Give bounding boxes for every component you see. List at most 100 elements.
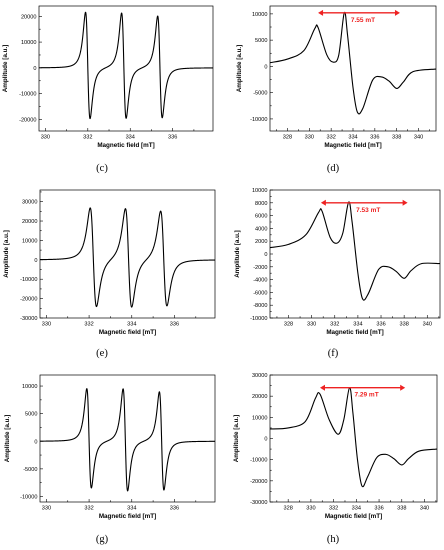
x-tick-label: 336 [170, 506, 179, 512]
y-tick-label: -8000 [253, 303, 267, 309]
y-axis-title: Amplitude [a.u.] [234, 230, 241, 278]
x-tick-label: 332 [326, 135, 335, 141]
y-axis-title: Amplitude [a.u.] [3, 230, 10, 278]
x-tick-label: 330 [307, 322, 316, 328]
linewidth-label: 7.53 mT [356, 207, 380, 214]
width-arrow-head-left [319, 384, 325, 391]
y-tick-label: 6000 [255, 214, 267, 220]
y-tick-label: -20000 [19, 117, 36, 123]
chart-panel-e: 330 332 334 336 -30000 -20000 -10000 0 10000 2000… [3, 189, 216, 359]
x-tick-label: 328 [284, 506, 293, 512]
y-tick-label: 4000 [255, 226, 267, 232]
width-arrow-head-right [402, 199, 408, 206]
chart-panel-f: 328 330 332 334 336 338 340 -10000 -8000 -6000 -40… [234, 188, 441, 359]
x-tick-label: 330 [42, 322, 51, 328]
x-tick-label: 330 [42, 506, 51, 512]
x-tick-label: 340 [414, 135, 423, 141]
y-tick-label: 0 [264, 64, 267, 70]
y-tick-label: -5000 [253, 91, 267, 97]
y-axis-title: Amplitude [a.u.] [236, 45, 243, 93]
chart-panel-d: 328 330 332 334 336 338 340 -10000 -5000 0 5000 100… [236, 5, 437, 174]
y-tick-label: 0 [264, 252, 267, 258]
x-tick-label: 332 [84, 322, 93, 328]
chart-panel-h: 328 330 332 334 336 338 340 -30000 -20000 -10000 0… [233, 373, 438, 545]
x-tick-label: 336 [168, 135, 177, 141]
y-axis-title: Amplitude [a.u.] [233, 415, 240, 463]
y-tick-label: 30000 [252, 373, 268, 379]
y-tick-label: -10000 [250, 117, 267, 123]
x-tick-label: 332 [84, 506, 93, 512]
y-tick-label: 2000 [255, 239, 267, 245]
y-tick-label: 20000 [21, 14, 37, 20]
x-tick-label: 334 [127, 322, 136, 328]
series-line [270, 387, 437, 488]
x-tick-label: 332 [329, 506, 338, 512]
y-tick-label: -6000 [253, 290, 267, 296]
x-tick-label: 330 [306, 506, 315, 512]
y-tick-label: 5000 [255, 38, 267, 44]
width-arrow-head-right [394, 9, 400, 16]
plot-frame [39, 374, 216, 503]
y-tick-label: 5000 [25, 412, 37, 418]
y-tick-label: -10000 [20, 494, 37, 500]
x-tick-label: 328 [284, 322, 293, 328]
y-tick-label: 10000 [252, 12, 268, 18]
y-tick-label: -20000 [250, 479, 267, 485]
x-tick-label: 336 [376, 322, 385, 328]
y-tick-label: 10000 [21, 40, 37, 46]
x-axis-title: Magnetic field [mT] [324, 142, 381, 149]
linewidth-label: 7.55 mT [351, 17, 375, 24]
x-tick-label: 332 [83, 135, 92, 141]
series-line [270, 201, 440, 301]
y-tick-label: -10000 [20, 277, 37, 283]
x-tick-label: 334 [348, 135, 357, 141]
y-tick-label: 10000 [22, 384, 38, 390]
y-tick-label: 20000 [22, 219, 38, 225]
y-tick-label: -5000 [23, 467, 37, 473]
linewidth-label: 7.29 mT [354, 392, 378, 399]
y-tick-label: -2000 [253, 265, 267, 271]
x-tick-label: 340 [420, 506, 429, 512]
y-tick-label: 10000 [22, 238, 38, 244]
panel-caption: (e) [96, 348, 108, 359]
panel-caption: (f) [328, 348, 339, 359]
x-tick-label: 330 [41, 135, 50, 141]
series-line [40, 388, 215, 492]
plot-frame [269, 5, 437, 132]
x-tick-label: 334 [353, 322, 362, 328]
x-axis-title: Magnetic field [mT] [99, 329, 156, 336]
y-tick-label: 8000 [255, 201, 267, 207]
y-axis-title: Amplitude [a.u.] [4, 415, 11, 463]
y-tick-label: 10000 [252, 188, 268, 194]
x-tick-label: 340 [423, 322, 432, 328]
x-tick-label: 334 [352, 506, 361, 512]
y-tick-label: 10000 [252, 415, 268, 421]
x-tick-label: 334 [126, 135, 135, 141]
x-tick-label: 336 [170, 322, 179, 328]
plot-frame [269, 189, 441, 319]
x-tick-label: 336 [374, 506, 383, 512]
chart-panel-g: 330 332 334 336 -10000 -5000 0 5000 10000 Magneti… [4, 374, 216, 545]
series-line [40, 207, 215, 308]
y-tick-label: -10000 [19, 92, 36, 98]
y-tick-label: 0 [264, 437, 267, 443]
y-tick-label: -30000 [250, 500, 267, 506]
x-tick-label: 332 [330, 322, 339, 328]
panel-caption: (g) [96, 534, 109, 545]
x-tick-label: 330 [305, 135, 314, 141]
y-tick-label: -10000 [250, 316, 267, 322]
x-tick-label: 334 [127, 506, 136, 512]
plot-frame [38, 5, 214, 132]
y-tick-label: 20000 [252, 394, 268, 400]
y-tick-label: -4000 [253, 278, 267, 284]
x-axis-title: Magnetic field [mT] [99, 513, 156, 520]
series-line [270, 11, 436, 115]
y-tick-label: 0 [34, 439, 37, 445]
panel-caption: (h) [327, 534, 340, 545]
chart-panel-c: 330 332 334 336 -20000 -10000 0 10000 20000 Magne… [2, 5, 214, 174]
x-tick-label: 338 [392, 135, 401, 141]
y-tick-label: -30000 [20, 316, 37, 322]
y-tick-label: 0 [33, 66, 36, 72]
x-axis-title: Magnetic field [mT] [326, 329, 383, 336]
